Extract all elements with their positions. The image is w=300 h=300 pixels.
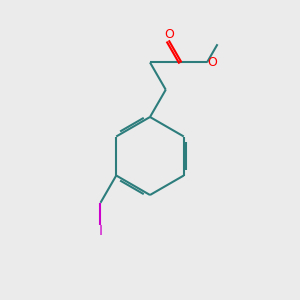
Text: O: O	[208, 56, 217, 69]
Text: I: I	[98, 224, 103, 238]
Text: O: O	[164, 28, 174, 41]
